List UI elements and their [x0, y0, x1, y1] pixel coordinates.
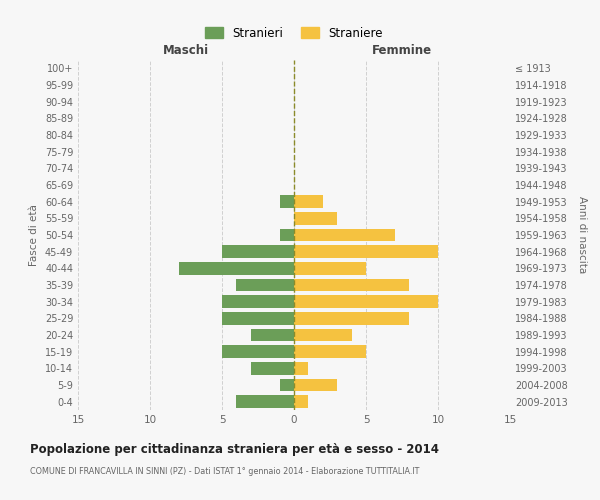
Bar — [294, 312, 409, 324]
Bar — [280, 196, 294, 208]
Bar — [251, 329, 294, 341]
Bar — [294, 296, 438, 308]
Bar — [236, 279, 294, 291]
Bar — [280, 229, 294, 241]
Bar — [236, 396, 294, 408]
Bar — [294, 279, 409, 291]
Bar — [294, 212, 337, 224]
Bar — [294, 246, 438, 258]
Legend: Stranieri, Straniere: Stranieri, Straniere — [199, 21, 389, 46]
Bar — [294, 229, 395, 241]
Bar — [294, 379, 337, 391]
Bar — [251, 362, 294, 374]
Text: COMUNE DI FRANCAVILLA IN SINNI (PZ) - Dati ISTAT 1° gennaio 2014 - Elaborazione : COMUNE DI FRANCAVILLA IN SINNI (PZ) - Da… — [30, 468, 419, 476]
Bar — [294, 346, 366, 358]
Bar — [222, 296, 294, 308]
Y-axis label: Fasce di età: Fasce di età — [29, 204, 39, 266]
Y-axis label: Anni di nascita: Anni di nascita — [577, 196, 587, 274]
Bar — [222, 346, 294, 358]
Bar — [294, 262, 366, 274]
Text: Popolazione per cittadinanza straniera per età e sesso - 2014: Popolazione per cittadinanza straniera p… — [30, 442, 439, 456]
Bar — [179, 262, 294, 274]
Bar — [294, 396, 308, 408]
Bar — [280, 379, 294, 391]
Bar — [294, 362, 308, 374]
Bar — [222, 246, 294, 258]
Text: Maschi: Maschi — [163, 44, 209, 57]
Text: Femmine: Femmine — [372, 44, 432, 57]
Bar — [294, 196, 323, 208]
Bar — [222, 312, 294, 324]
Bar — [294, 329, 352, 341]
